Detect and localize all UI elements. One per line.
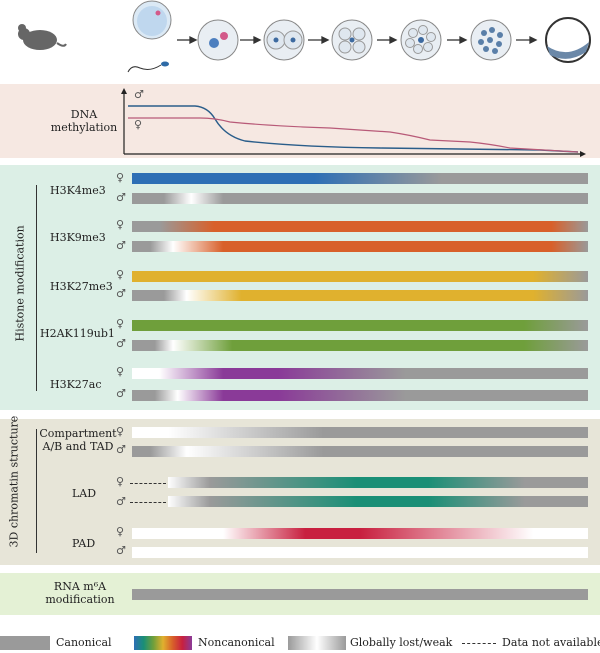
histone-section-label: Histone modification	[13, 225, 27, 342]
mark-label-h2ak119ub1: H2AK119ub1	[40, 327, 115, 340]
morula-icon	[470, 19, 512, 61]
lad-maternal-bar	[168, 477, 588, 488]
h3k9me3-paternal-bar	[132, 241, 588, 252]
legend-noncanonical-swatch	[134, 636, 192, 650]
h3k4me3-paternal-bar	[132, 193, 588, 204]
male-symbol: ♂	[116, 337, 126, 350]
male-symbol: ♂	[116, 544, 126, 557]
embryo-development-row	[0, 0, 600, 82]
legend-canonical-label: Canonical	[56, 636, 112, 649]
paternal-methylation-line	[128, 105, 579, 153]
dna-label-line2: methylation	[50, 121, 118, 134]
mark-label-h3k9me3: H3K9me3	[50, 231, 106, 244]
dna-methylation-panel: DNA methylation ♂ ♀	[0, 84, 600, 158]
compartment-label: Compartment A/B and TAD	[38, 427, 118, 453]
blastocyst-icon	[545, 17, 591, 63]
mark-label-h3k27me3: H3K27me3	[50, 280, 113, 293]
data-not-available-dash	[130, 502, 166, 503]
legend-na-label: Data not available	[502, 636, 600, 649]
female-symbol: ♀	[116, 475, 125, 488]
histone-bracket	[36, 185, 37, 391]
h3k27me3-maternal-bar	[132, 271, 588, 282]
male-symbol: ♂	[116, 443, 126, 456]
chromatin-bracket	[36, 429, 37, 553]
h3k27ac-maternal-bar	[132, 368, 588, 379]
dna-label-line1: DNA	[70, 108, 98, 121]
h2ak119ub1-paternal-bar	[132, 340, 588, 351]
legend-lost-swatch	[288, 636, 346, 650]
zygote-icon	[197, 19, 239, 61]
lad-paternal-bar	[168, 496, 588, 507]
female-symbol: ♀	[116, 365, 125, 378]
rna-m6a-label: RNA m⁶A modification	[30, 580, 130, 606]
female-symbol: ♀	[116, 317, 125, 330]
male-symbol: ♂	[116, 387, 126, 400]
mouse-icon	[18, 24, 67, 50]
mark-label-h3k4me3: H3K4me3	[50, 184, 106, 197]
h3k27me3-paternal-bar	[132, 290, 588, 301]
h3k4me3-maternal-bar	[132, 173, 588, 184]
male-symbol: ♂	[116, 191, 126, 204]
chromatin-structure-panel: 3D chromatin structure Compartment A/B a…	[0, 415, 600, 565]
h3k27ac-paternal-bar	[132, 390, 588, 401]
histone-modification-panel: Histone modification H3K4me3 ♀ ♂ H3K9me3…	[0, 165, 600, 410]
mark-label-h3k27ac: H3K27ac	[50, 378, 102, 391]
rna-label-line2: modification	[45, 593, 115, 606]
data-not-available-dash	[130, 483, 166, 484]
female-symbol: ♀	[116, 268, 125, 281]
maternal-methylation-line	[128, 117, 579, 153]
sperm-icon	[127, 61, 169, 73]
legend-canonical-swatch	[0, 636, 50, 650]
lad-label: LAD	[72, 487, 97, 500]
male-symbol: ♂	[116, 239, 126, 252]
female-symbol: ♀	[116, 218, 125, 231]
chromatin-section-label: 3D chromatin structure	[7, 415, 21, 548]
female-symbol: ♀	[116, 425, 125, 438]
four-cell-icon	[331, 19, 373, 61]
oocyte-icon	[132, 0, 172, 40]
rna-label-line1: RNA m⁶A	[53, 580, 107, 593]
pad-maternal-bar	[132, 528, 588, 539]
compartment-paternal-bar	[132, 446, 588, 457]
compartment-maternal-bar	[132, 427, 588, 438]
legend-noncanonical-label: Noncanonical	[198, 636, 275, 649]
two-cell-icon	[263, 19, 305, 61]
pad-paternal-bar	[132, 547, 588, 558]
embryo-stages-illustration	[18, 0, 591, 73]
female-symbol: ♀	[116, 525, 125, 538]
male-symbol: ♂	[116, 287, 126, 300]
female-symbol: ♀	[134, 118, 143, 131]
h3k9me3-maternal-bar	[132, 221, 588, 232]
female-symbol: ♀	[116, 171, 125, 184]
pad-label: PAD	[72, 537, 96, 550]
compartment-label-line2: A/B and TAD	[42, 440, 114, 453]
legend-na-dash	[462, 643, 496, 644]
legend-lost-label: Globally lost/weak	[350, 636, 453, 649]
dna-methylation-plot	[121, 88, 586, 157]
male-symbol: ♂	[116, 495, 126, 508]
h2ak119ub1-maternal-bar	[132, 320, 588, 331]
rna-m6a-bar	[132, 589, 588, 600]
eight-cell-icon	[400, 19, 442, 61]
arrow-icon	[177, 35, 538, 45]
rna-m6a-panel: RNA m⁶A modification	[0, 573, 600, 615]
male-symbol: ♂	[134, 88, 144, 101]
dna-methylation-label: DNA methylation	[44, 108, 124, 134]
compartment-label-line1: Compartment	[39, 427, 117, 440]
